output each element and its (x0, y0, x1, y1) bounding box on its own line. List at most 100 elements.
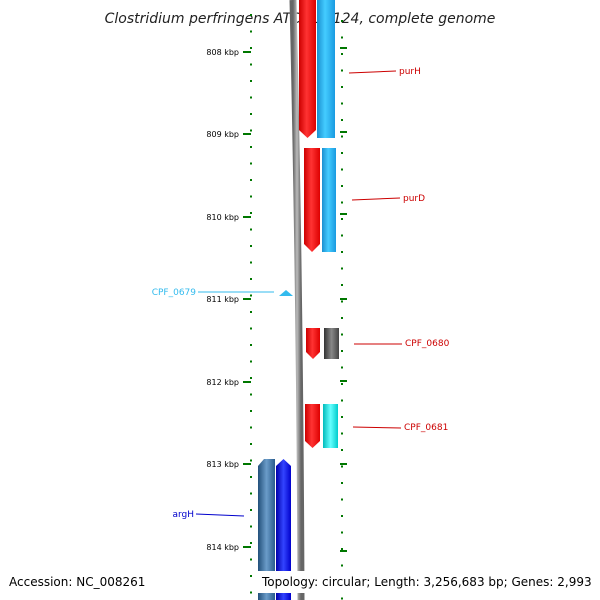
minor-tick (341, 515, 343, 517)
axis-tick-label: 812 kbp (206, 378, 239, 387)
callout-line (195, 513, 245, 517)
cog-bar-purd (322, 148, 336, 252)
minor-tick (341, 36, 343, 39)
callout-line (352, 426, 402, 429)
major-tick (243, 133, 251, 135)
minor-tick (341, 548, 343, 550)
major-tick (243, 216, 251, 218)
minor-tick (250, 327, 252, 330)
minor-tick (250, 426, 252, 429)
minor-tick (250, 525, 252, 528)
minor-tick (250, 344, 252, 346)
minor-tick (250, 542, 252, 544)
minor-tick (341, 531, 343, 534)
major-tick (340, 131, 347, 133)
minor-tick (341, 366, 343, 369)
axis-tick-label: 809 kbp (206, 130, 239, 139)
tick-ruler-right (340, 20, 347, 600)
axis-tick-label: 811 kbp (206, 295, 239, 304)
genome-backbone (289, 0, 305, 600)
minor-tick (250, 96, 252, 99)
minor-tick (341, 317, 343, 319)
minor-tick (341, 284, 343, 286)
minor-tick (250, 179, 252, 181)
minor-tick (250, 228, 252, 231)
minor-tick (341, 234, 343, 237)
major-tick (243, 463, 251, 465)
minor-tick (341, 218, 343, 220)
gene-argh-reverse[interactable] (276, 459, 291, 600)
minor-tick (250, 245, 252, 247)
axis-tick-label: 813 kbp (206, 460, 239, 469)
minor-tick (250, 146, 252, 148)
gene-purh-forward[interactable] (299, 0, 316, 138)
major-tick (340, 550, 347, 552)
major-tick (243, 298, 251, 300)
minor-tick (341, 267, 343, 270)
cog-bar-cpf0680 (324, 328, 339, 359)
minor-tick (250, 195, 252, 198)
cog-bar-argh (258, 459, 275, 600)
gene-cpf0679[interactable] (279, 290, 293, 296)
feature-label[interactable]: CPF_0681 (404, 423, 448, 433)
feature-label[interactable]: CPF_0679 (152, 288, 197, 298)
minor-tick (341, 350, 343, 352)
major-tick (243, 381, 251, 383)
minor-tick (250, 360, 252, 363)
minor-tick (341, 399, 343, 402)
minor-tick (250, 575, 252, 577)
minor-tick (250, 393, 252, 396)
feature-label[interactable]: purH (399, 67, 421, 77)
minor-tick (250, 30, 252, 33)
minor-tick (341, 432, 343, 435)
minor-tick (341, 597, 343, 600)
minor-tick (250, 261, 252, 264)
minor-tick (250, 113, 252, 115)
cog-bar-purh (317, 0, 335, 138)
minor-tick (250, 443, 252, 445)
minor-tick (341, 168, 343, 171)
major-tick (243, 546, 251, 548)
minor-tick (341, 251, 343, 253)
gene-cpf0680-forward[interactable] (306, 328, 320, 359)
minor-tick (250, 63, 252, 66)
major-tick (340, 463, 347, 465)
minor-tick (250, 80, 252, 82)
minor-tick (341, 53, 343, 55)
minor-tick (250, 410, 252, 412)
minor-tick (250, 294, 252, 297)
minor-tick (250, 311, 252, 313)
minor-tick (341, 185, 343, 187)
gene-purd-forward[interactable] (304, 148, 320, 252)
feature-callouts: purH purD CPF_0679 CPF_0680 CPF_0681 argH (152, 67, 450, 520)
minor-tick (341, 498, 343, 501)
axis-tick-label: 808 kbp (206, 48, 239, 57)
minor-tick (250, 509, 252, 511)
topology-text: Topology: circular; Length: 3,256,683 bp… (261, 575, 592, 589)
feature-label[interactable]: argH (172, 510, 194, 520)
minor-tick (250, 14, 252, 16)
minor-tick (341, 86, 343, 88)
accession-backdrop (4, 571, 156, 593)
minor-tick (250, 476, 252, 478)
axis-labels: 808 kbp 809 kbp 810 kbp 811 kbp 812 kbp 813 k… (206, 48, 251, 552)
feature-label[interactable]: CPF_0680 (405, 339, 450, 349)
minor-tick (250, 162, 252, 165)
minor-tick (341, 383, 343, 385)
minor-tick (341, 201, 343, 204)
minor-tick (341, 333, 343, 336)
cog-bar-cpf0681 (323, 404, 338, 448)
minor-tick (341, 135, 343, 138)
minor-tick (250, 558, 252, 561)
minor-tick (341, 416, 343, 418)
minor-tick (341, 465, 343, 468)
axis-tick-label: 810 kbp (206, 213, 239, 222)
major-tick (340, 47, 347, 49)
minor-tick (341, 119, 343, 121)
major-tick (340, 380, 347, 382)
major-tick (340, 298, 347, 300)
gene-cpf0681-forward[interactable] (305, 404, 320, 448)
minor-tick (250, 129, 252, 132)
feature-label[interactable]: purD (403, 194, 425, 204)
